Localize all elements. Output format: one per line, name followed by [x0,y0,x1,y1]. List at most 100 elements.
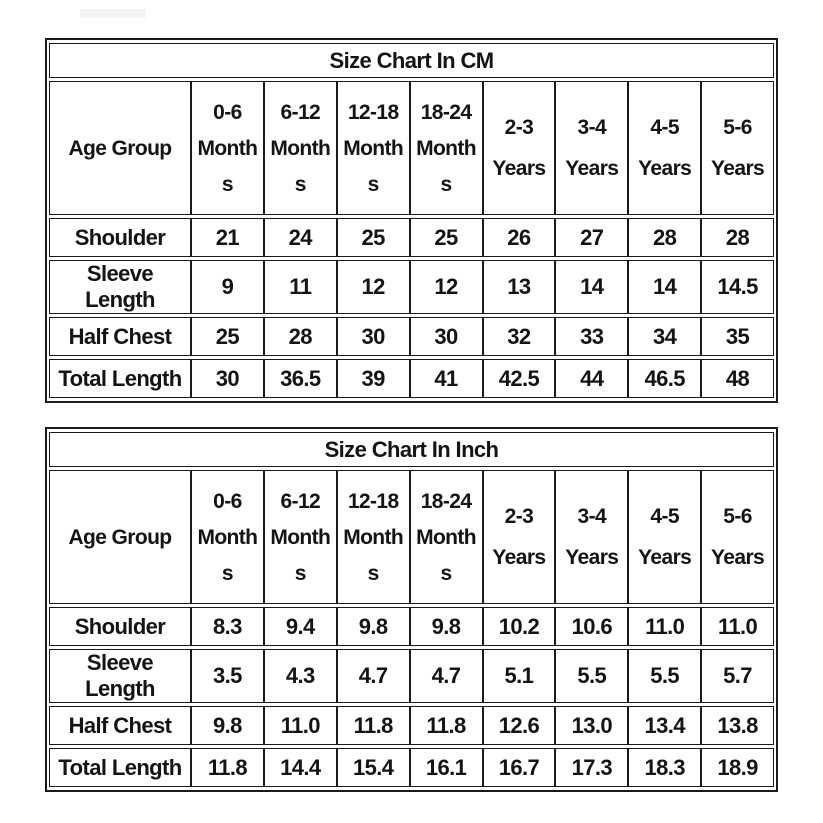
table-cell: 14 [628,260,702,314]
table-cell: 28 [263,317,337,356]
table-cell: 24 [263,218,337,257]
table-cell: 9.8 [409,607,483,646]
column-header-line: s [367,172,380,196]
column-header-line: 0-6 [213,100,242,124]
table-cell: 28 [701,218,774,257]
table-cell: 33 [555,317,629,356]
column-header-line: s [440,172,453,196]
column-header-line: 5-6 [723,116,752,139]
size-chart-table: Size Chart In Inch Age Group 0-6 Month s 6-12… [49,429,774,790]
table-cell: 5.7 [701,649,774,703]
column-header-line: 12-18 [347,100,399,124]
column-header-line: Month [270,136,331,160]
table-row: Shoulder 21 24 25 25 26 27 28 28 [49,218,774,257]
column-header-line: Age Group [68,525,172,549]
column-header: 4-5 Years [628,470,702,604]
column-header-lines: 4-5 Years [629,82,700,214]
table-cell: 25 [336,218,410,257]
column-header-lines: 5-6 Years [702,471,773,603]
column-header: 4-5 Years [628,81,702,215]
table-cell: 11.0 [263,706,337,745]
column-header-age-group: Age Group [49,81,191,215]
column-header-lines: 18-24 Month s [411,82,482,214]
table-cell: 17.3 [555,748,629,787]
column-header-lines: 18-24 Month s [411,471,482,603]
column-header-lines: Age Group [50,471,190,603]
column-header: 0-6 Month s [191,470,264,604]
row-label: Sleeve Length [49,260,191,314]
column-header-line: 18-24 [420,489,472,513]
column-header-lines: 2-3 Years [484,82,555,214]
table-cell: 12.6 [482,706,556,745]
column-header-line: Month [197,136,258,160]
column-header-line: Years [492,157,546,180]
table-cell: 9 [191,260,264,314]
column-header-line: Month [270,525,331,549]
table-title-row: Size Chart In Inch [49,432,774,467]
table-cell: 14.5 [701,260,774,314]
table-cell: 14.4 [263,748,337,787]
watermark-smudge [80,9,146,18]
column-header-line: Years [565,546,619,569]
column-header-age-group: Age Group [49,470,191,604]
column-header-line: 6-12 [280,489,321,513]
table-cell: 42.5 [482,359,556,398]
table-header-row: Age Group 0-6 Month s 6-12 Month s 12-18 Month s 1… [49,470,774,604]
column-header: 12-18 Month s [336,81,410,215]
column-header-line: s [294,172,307,196]
table-cell: 3.5 [191,649,264,703]
table-cell: 11.8 [409,706,483,745]
row-label: Half Chest [49,706,191,745]
table-cell: 25 [409,218,483,257]
table-cell: 16.1 [409,748,483,787]
column-header-line: 18-24 [420,100,472,124]
table-cell: 30 [336,317,410,356]
column-header: 5-6 Years [701,470,774,604]
column-header: 12-18 Month s [336,470,410,604]
table-cell: 25 [191,317,264,356]
table-row: Half Chest 25 28 30 30 32 33 34 35 [49,317,774,356]
table-cell: 18.3 [628,748,702,787]
table-cell: 28 [628,218,702,257]
table-cell: 13.8 [701,706,774,745]
table-cell: 13.4 [628,706,702,745]
column-header-line: s [221,561,234,585]
column-header: 6-12 Month s [263,81,337,215]
column-header-lines: 12-18 Month s [338,82,409,214]
column-header-lines: 5-6 Years [702,82,773,214]
column-header-line: s [294,561,307,585]
table-cell: 11.0 [628,607,702,646]
column-header-line: Years [711,546,765,569]
table-cell: 4.7 [409,649,483,703]
table-cell: 12 [409,260,483,314]
column-header-line: 5-6 [723,505,752,528]
column-header: 2-3 Years [482,81,556,215]
table-cell: 9.4 [263,607,337,646]
table-cell: 11 [263,260,337,314]
table-cell: 30 [409,317,483,356]
row-label: Total Length [49,748,191,787]
column-header-line: Month [343,525,404,549]
table-row: Total Length 11.8 14.4 15.4 16.1 16.7 17.3 18.3… [49,748,774,787]
table-cell: 44 [555,359,629,398]
table-cell: 30 [191,359,264,398]
column-header-line: s [440,561,453,585]
column-header: 18-24 Month s [409,470,483,604]
size-chart-inch-table: Size Chart In Inch Age Group 0-6 Month s 6-12… [45,427,778,792]
table-title: Size Chart In CM [49,43,774,78]
column-header-line: Month [197,525,258,549]
table-row: Half Chest 9.8 11.0 11.8 11.8 12.6 13.0 13.4 13.… [49,706,774,745]
table-cell: 16.7 [482,748,556,787]
table-cell: 36.5 [263,359,337,398]
row-label: Half Chest [49,317,191,356]
column-header-lines: 12-18 Month s [338,471,409,603]
table-cell: 11.0 [701,607,774,646]
table-cell: 8.3 [191,607,264,646]
table-row: Sleeve Length 9 11 12 12 13 14 14 14.5 [49,260,774,314]
column-header-line: 4-5 [650,116,679,139]
column-header: 2-3 Years [482,470,556,604]
table-cell: 41 [409,359,483,398]
column-header-lines: 0-6 Month s [192,82,263,214]
size-chart-cm-table: Size Chart In CM Age Group 0-6 Month s 6-12 Mo… [45,38,778,403]
